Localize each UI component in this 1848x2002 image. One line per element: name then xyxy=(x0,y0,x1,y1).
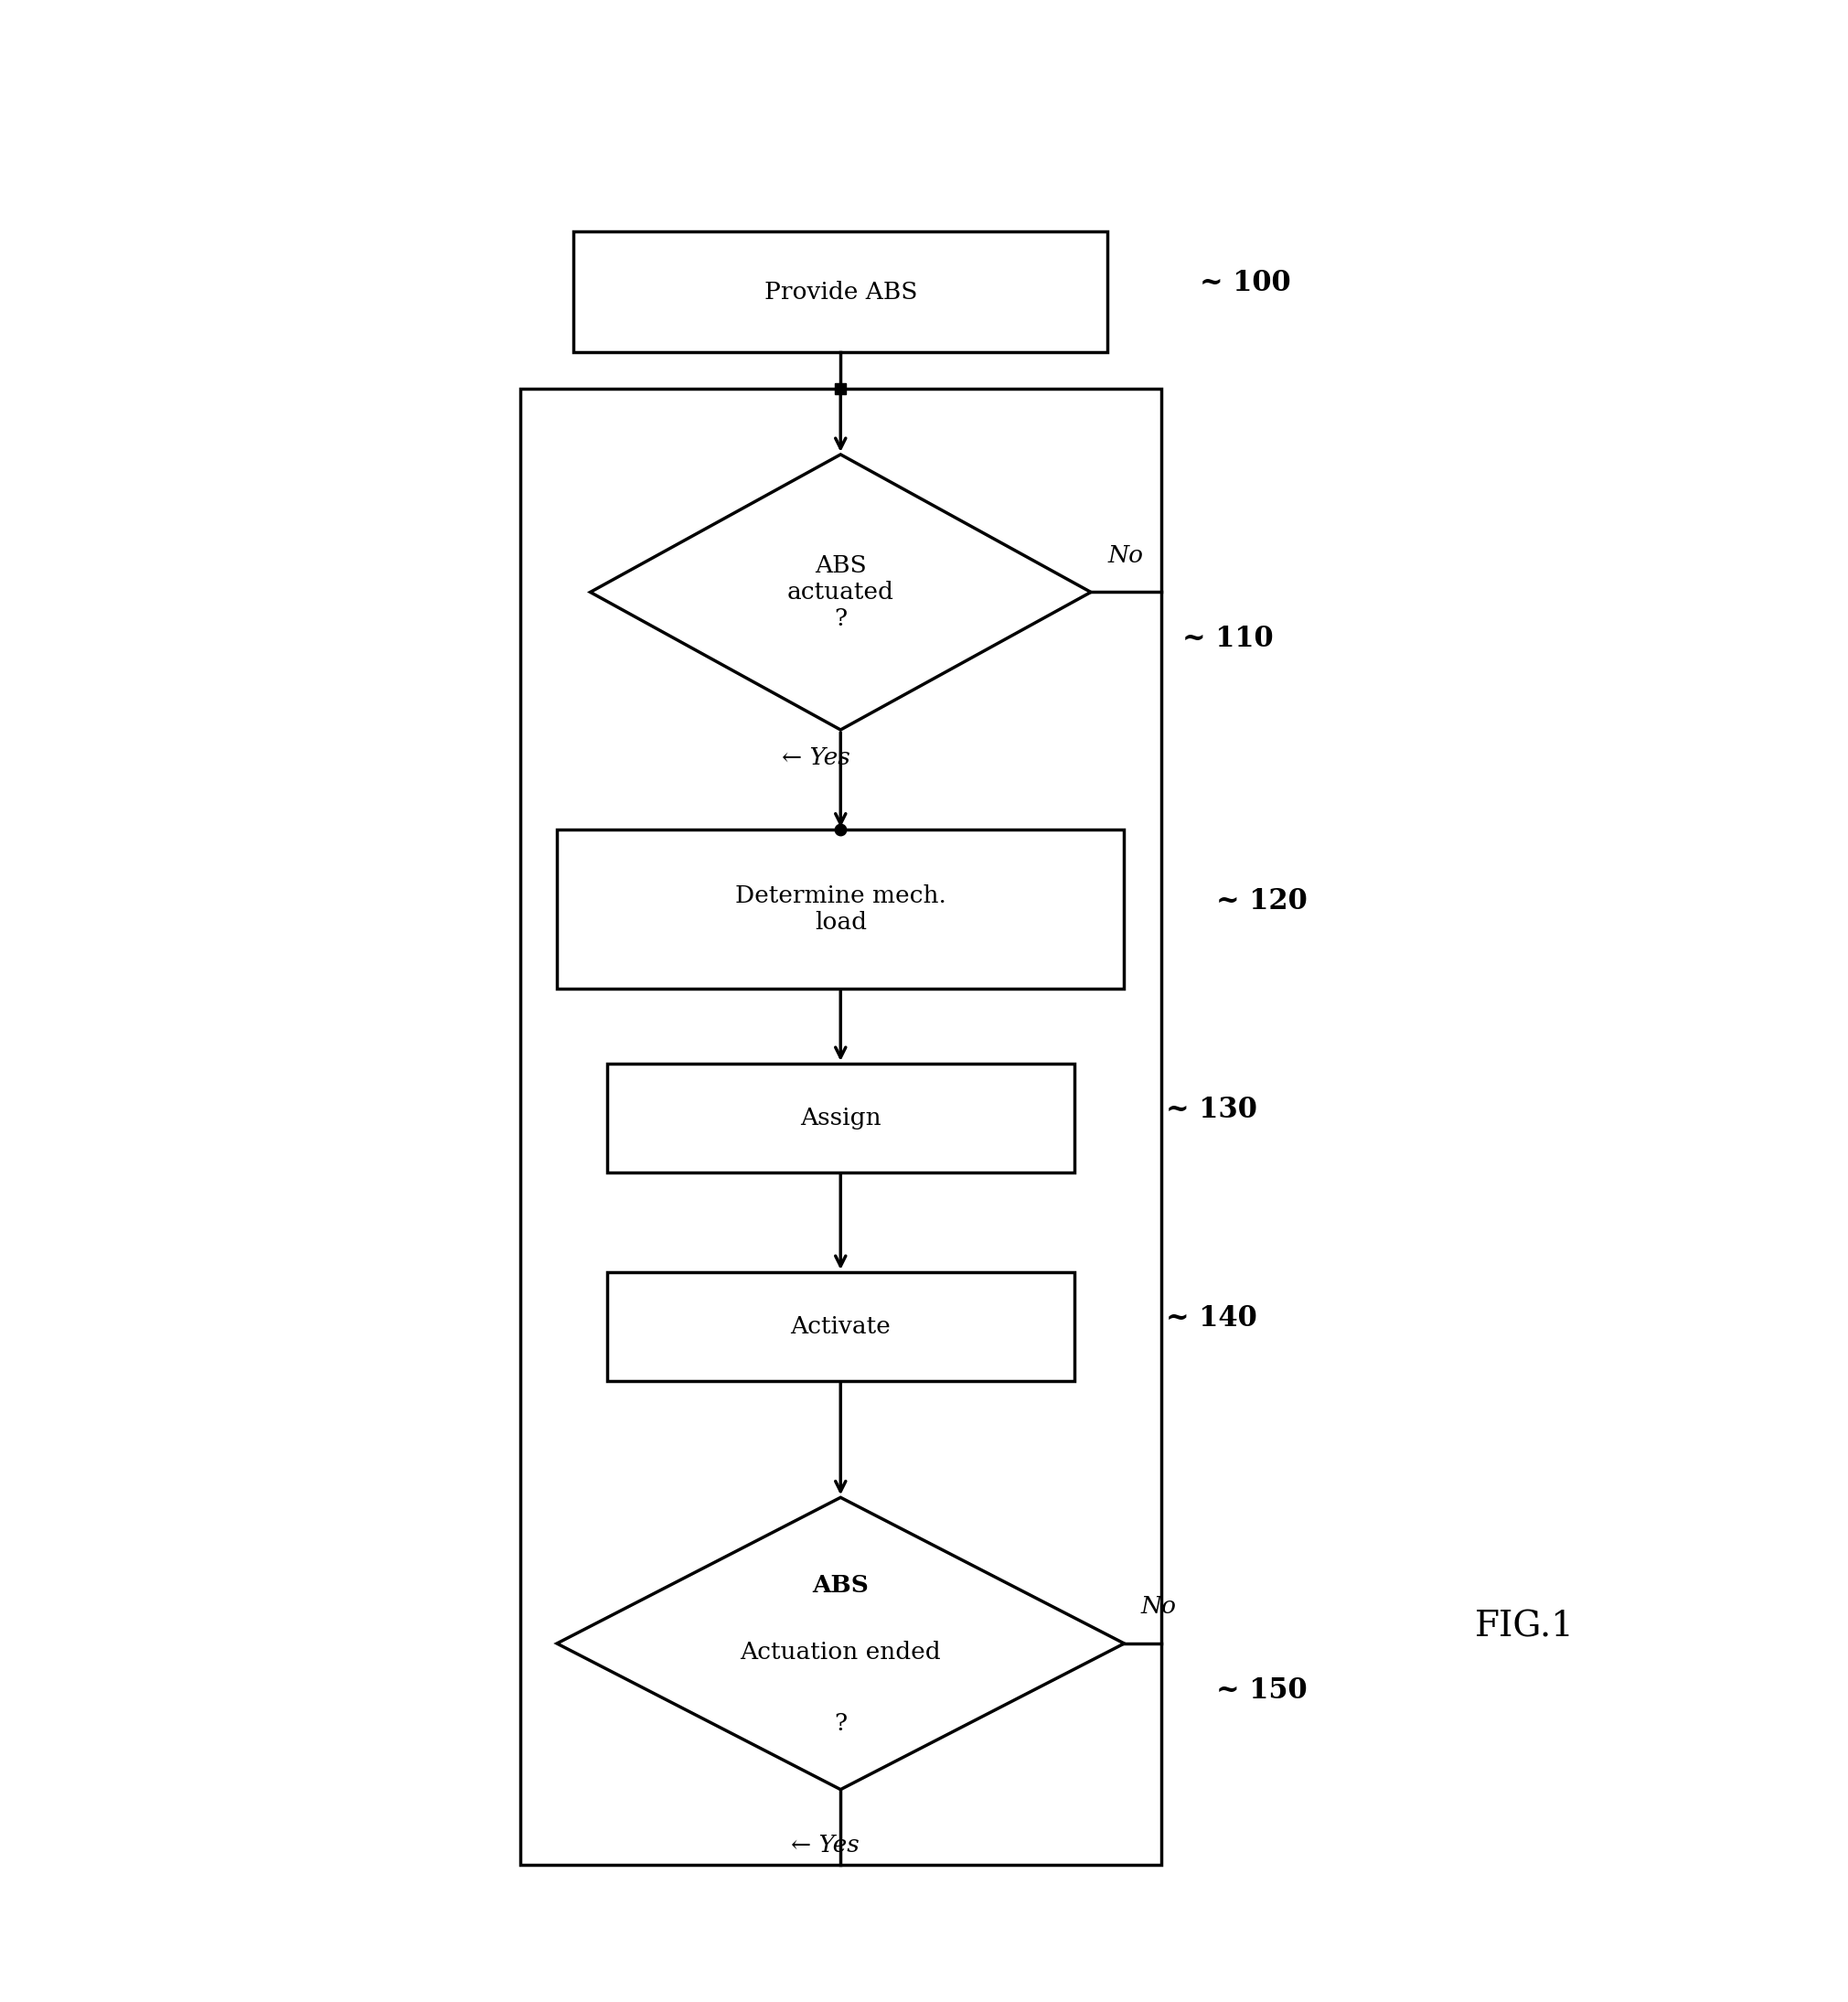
Bar xyxy=(573,232,1107,352)
Text: ~ 110: ~ 110 xyxy=(1183,625,1273,653)
Text: ← Yes: ← Yes xyxy=(791,1834,859,1856)
Text: FIG.1: FIG.1 xyxy=(1475,1610,1574,1644)
Text: Assign: Assign xyxy=(800,1107,881,1129)
Polygon shape xyxy=(590,454,1090,731)
Text: ~ 150: ~ 150 xyxy=(1216,1676,1307,1704)
Text: No: No xyxy=(1140,1596,1177,1618)
Text: ABS
actuated
?: ABS actuated ? xyxy=(787,555,894,631)
Bar xyxy=(606,1063,1074,1171)
Text: Determine mech.
load: Determine mech. load xyxy=(736,885,946,933)
Text: No: No xyxy=(1107,545,1144,567)
Bar xyxy=(556,831,1124,989)
Polygon shape xyxy=(556,1497,1124,1790)
Text: ~ 100: ~ 100 xyxy=(1199,268,1290,298)
Bar xyxy=(521,388,1161,1864)
Text: Provide ABS: Provide ABS xyxy=(763,280,917,302)
Text: ABS: ABS xyxy=(813,1574,869,1596)
Text: ~ 120: ~ 120 xyxy=(1216,887,1307,915)
Bar xyxy=(606,1271,1074,1381)
Text: Actuation ended: Actuation ended xyxy=(741,1640,941,1664)
Text: ~ 140: ~ 140 xyxy=(1166,1303,1257,1331)
Text: ← Yes: ← Yes xyxy=(782,747,850,769)
Text: ~ 130: ~ 130 xyxy=(1166,1095,1257,1123)
Text: Activate: Activate xyxy=(791,1315,891,1337)
Text: ?: ? xyxy=(833,1712,846,1736)
